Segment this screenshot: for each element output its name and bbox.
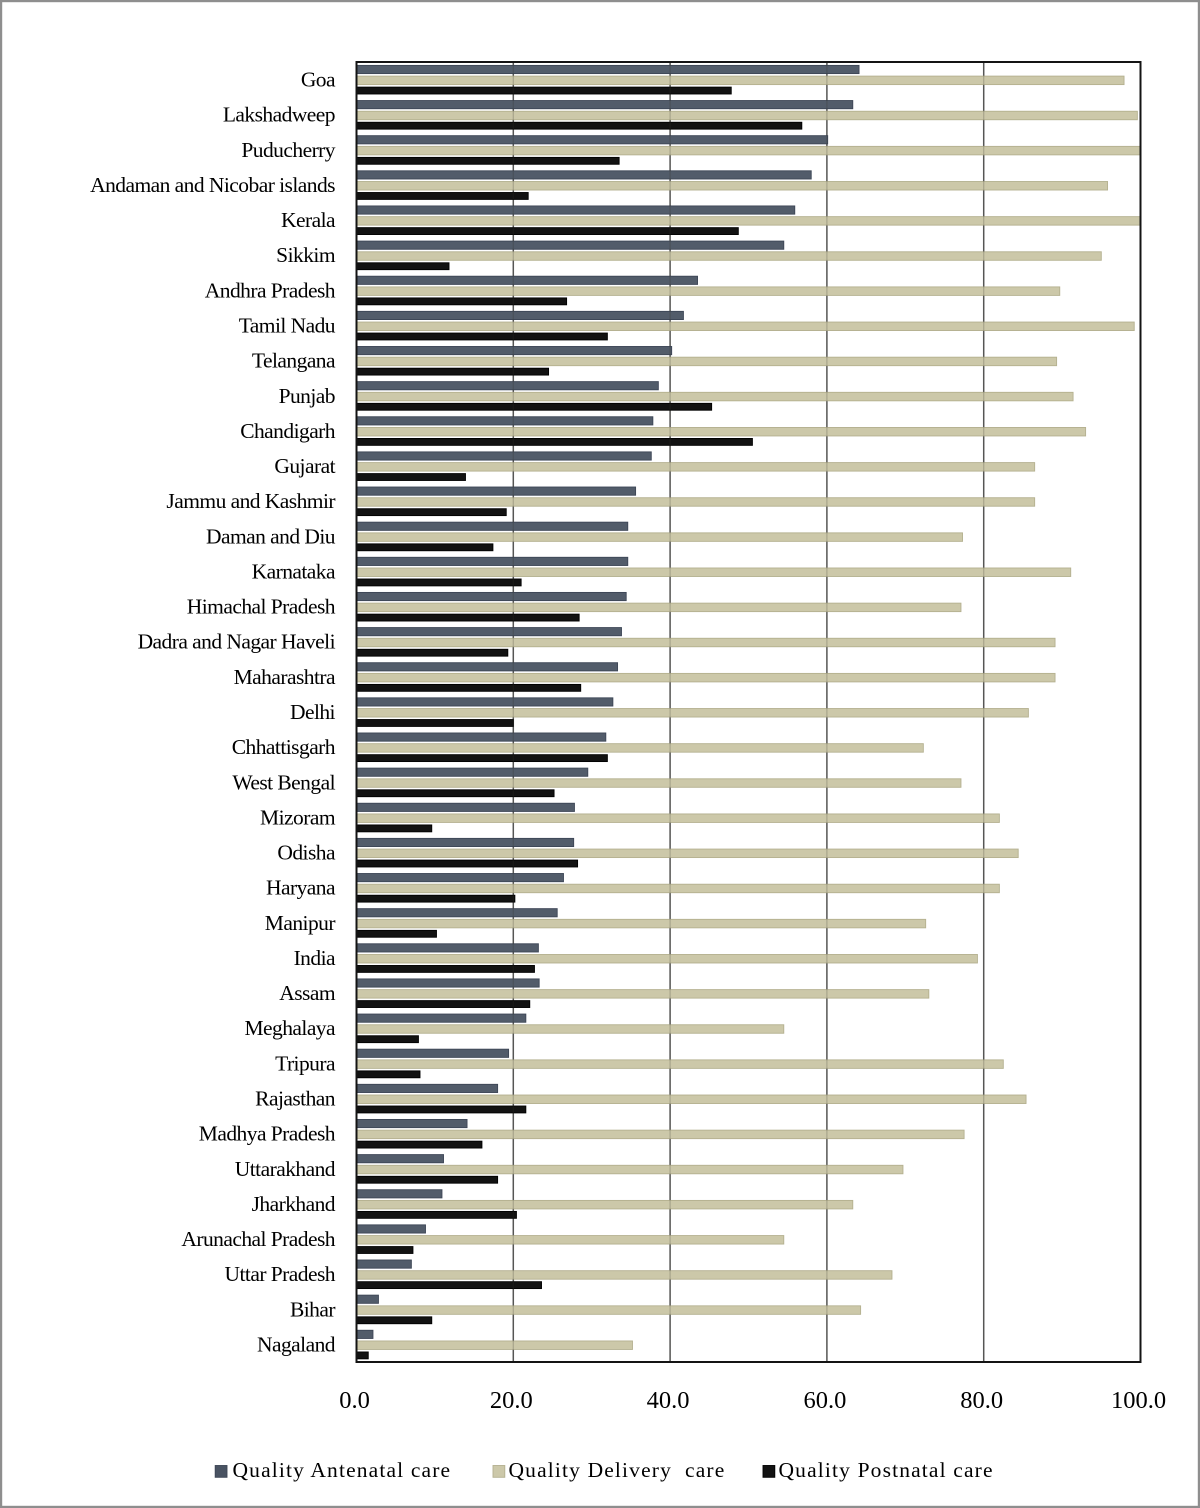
svg-text:Tripura: Tripura	[275, 1051, 336, 1075]
svg-text:Goa: Goa	[301, 68, 336, 92]
svg-text:Arunachal Pradesh: Arunachal Pradesh	[181, 1227, 335, 1251]
svg-text:Jharkhand: Jharkhand	[252, 1192, 336, 1216]
svg-text:Manipur: Manipur	[265, 911, 336, 935]
svg-text:Gujarat: Gujarat	[274, 454, 335, 478]
svg-text:Uttar Pradesh: Uttar Pradesh	[225, 1262, 336, 1286]
svg-text:Chhattisgarh: Chhattisgarh	[232, 735, 336, 759]
svg-text:100.0: 100.0	[1111, 1387, 1166, 1414]
svg-text:Rajasthan: Rajasthan	[255, 1087, 336, 1111]
svg-text:Daman and Diu: Daman and Diu	[206, 524, 336, 548]
svg-text:Chandigarh: Chandigarh	[240, 419, 336, 443]
svg-text:India: India	[294, 946, 336, 970]
svg-text:Quality Antenatal care: Quality Antenatal care	[233, 1458, 452, 1482]
svg-text:Karnataka: Karnataka	[252, 560, 336, 584]
svg-text:60.0: 60.0	[803, 1387, 846, 1414]
svg-text:Odisha: Odisha	[277, 841, 336, 865]
svg-text:Uttarakhand: Uttarakhand	[235, 1157, 336, 1181]
svg-text:Bihar: Bihar	[290, 1297, 335, 1321]
svg-text:Punjab: Punjab	[279, 384, 335, 408]
svg-text:Sikkim: Sikkim	[276, 243, 336, 267]
svg-text:Quality Delivery care: Quality Delivery care	[509, 1458, 726, 1482]
svg-text:Quality Postnatal care: Quality Postnatal care	[779, 1458, 994, 1482]
svg-text:Himachal Pradesh: Himachal Pradesh	[187, 595, 336, 619]
svg-text:Telangana: Telangana	[252, 349, 336, 373]
svg-text:Meghalaya: Meghalaya	[244, 1016, 336, 1040]
svg-text:0.0: 0.0	[339, 1387, 370, 1414]
svg-text:Nagaland: Nagaland	[257, 1332, 336, 1356]
svg-text:Mizoram: Mizoram	[260, 805, 336, 829]
svg-text:Lakshadweep: Lakshadweep	[223, 103, 335, 127]
svg-text:Haryana: Haryana	[266, 876, 336, 900]
svg-text:Delhi: Delhi	[290, 700, 336, 724]
svg-text:Jammu and Kashmir: Jammu and Kashmir	[166, 489, 335, 513]
svg-text:Andaman and Nicobar islands: Andaman and Nicobar islands	[90, 173, 335, 197]
svg-text:Andhra Pradesh: Andhra Pradesh	[205, 278, 336, 302]
svg-text:Puducherry: Puducherry	[241, 138, 335, 162]
svg-text:West Bengal: West Bengal	[232, 770, 335, 794]
svg-text:Assam: Assam	[279, 981, 336, 1005]
svg-text:Tamil Nadu: Tamil Nadu	[239, 314, 336, 338]
svg-text:Maharashtra: Maharashtra	[234, 665, 336, 689]
svg-text:Dadra and Nagar Haveli: Dadra and Nagar Haveli	[138, 630, 336, 654]
svg-text:20.0: 20.0	[490, 1387, 533, 1414]
svg-text:Kerala: Kerala	[281, 208, 336, 232]
svg-text:40.0: 40.0	[647, 1387, 690, 1414]
svg-text:80.0: 80.0	[960, 1387, 1003, 1414]
svg-text:Madhya Pradesh: Madhya Pradesh	[199, 1122, 336, 1146]
